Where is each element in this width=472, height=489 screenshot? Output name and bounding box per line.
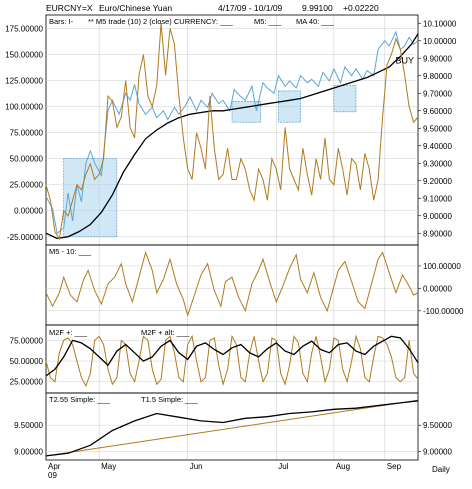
legend-price: Bars: I- ** M5 trade (10) 2 (close) CURRE… <box>49 17 335 26</box>
right-tick-price-7: 9.40000 <box>423 142 452 151</box>
right-tick-m5_10-1: 0.00000 <box>423 284 452 293</box>
symbol-text: EURCNY=X <box>46 3 93 13</box>
price-change: +0.02220 <box>343 3 379 13</box>
right-tick-price-2: 9.90000 <box>423 54 452 63</box>
x-tick-apr: Apr <box>48 462 61 471</box>
legend-m2f-a: M2F +: ___ <box>49 328 88 337</box>
panel-m5_10: 100.00000 0.00000 -100.00000 M5 - 10: ___ <box>45 244 464 326</box>
signal-box-1 <box>231 101 262 123</box>
series-m2f-oscillator <box>45 334 419 388</box>
x-tick-jul: Jul <box>278 462 288 471</box>
date-range: 4/17/09 - 10/1/09 <box>218 3 283 13</box>
x-axis: Apr May Jun Jul Aug Sep 09 Daily <box>48 462 450 480</box>
series-t2-oscillator <box>45 399 419 457</box>
left-tick-price-8: -25.00000 <box>7 233 44 242</box>
series-oscillator <box>45 23 419 241</box>
right-tick-price-3: 9.80000 <box>423 72 452 81</box>
left-tick-m2f-1: 50.00000 <box>10 357 44 366</box>
signal-box-2 <box>278 90 301 123</box>
right-tick-price-5: 9.60000 <box>423 107 452 116</box>
right-tick-price-11: 9.00000 <box>423 212 452 221</box>
left-tick-price-5: 50.00000 <box>10 155 44 164</box>
x-tick-aug: Aug <box>336 462 350 471</box>
left-tick-price-3: 100.00000 <box>5 103 43 112</box>
series-m2f-ma <box>45 335 419 377</box>
panel-t2: 9.50000 9.00000 9.50000 9.00000 T2.55 Simple… <box>14 392 452 461</box>
legend-t2-a: T2.55 Simple: ___ <box>49 395 111 404</box>
buy-annotation: BUY <box>395 56 414 66</box>
series-t2-ma <box>45 400 419 457</box>
right-tick-price-8: 9.30000 <box>423 159 452 168</box>
panel-frame-t2 <box>45 392 419 461</box>
legend-m5: M5: ___ <box>254 17 282 26</box>
panel-m2f: 75.00000 50.00000 25.00000 M2F +: ___ M2F + … <box>10 324 419 394</box>
right-tick-price-12: 8.90000 <box>423 229 452 238</box>
right-tick-price-9: 9.20000 <box>423 177 452 186</box>
right-tick-t2-1: 9.00000 <box>423 448 452 457</box>
x-tick-jun: Jun <box>190 462 203 471</box>
left-tick-price-1: 150.00000 <box>5 50 43 59</box>
last-price: 9.99100 <box>302 3 333 13</box>
right-tick-price-4: 9.70000 <box>423 89 452 98</box>
left-tick-price-6: 25.00000 <box>10 181 44 190</box>
signal-box-3 <box>333 85 357 113</box>
left-tick-m2f-2: 25.00000 <box>10 378 44 387</box>
panel-price: 175.00000 150.00000 125.00000 100.00000 75.0… <box>5 14 457 246</box>
header-bar: EURCNY=X Euro/Chinese Yuan 4/17/09 - 10/… <box>46 3 379 13</box>
legend-m5_10: M5 - 10: ___ <box>49 247 92 256</box>
legend-t2-b: T1.5 Simple: ___ <box>141 395 199 404</box>
x-tick-may: May <box>101 462 116 471</box>
left-tick-t2-0: 9.50000 <box>14 421 43 430</box>
right-tick-m5_10-0: 100.00000 <box>423 262 461 271</box>
x-tick-sep: Sep <box>387 462 402 471</box>
legend-m2f-b: M2F + alt: ___ <box>141 328 190 337</box>
legend-m5-trade: ** M5 trade (10) 2 (close) CURRENCY: ___ <box>88 17 233 26</box>
left-tick-price-7: 0.00000 <box>14 207 43 216</box>
right-tick-m5_10-2: -100.00000 <box>423 307 464 316</box>
series-ma <box>45 33 419 240</box>
x-year-label: 09 <box>48 471 57 480</box>
right-tick-price-10: 9.10000 <box>423 194 452 203</box>
right-tick-price-6: 9.50000 <box>423 124 452 133</box>
panel-frame-m5_10 <box>45 244 419 326</box>
chart-panels: 175.00000 150.00000 125.00000 100.00000 75.0… <box>5 14 464 461</box>
left-tick-price-2: 125.00000 <box>5 77 43 86</box>
right-tick-t2-0: 9.50000 <box>423 421 452 430</box>
series-m5_10-oscillator <box>45 250 419 318</box>
legend-ma: MA 40: ___ <box>296 17 335 26</box>
left-tick-t2-1: 9.00000 <box>14 448 43 457</box>
right-tick-price-1: 10.00000 <box>423 37 457 46</box>
right-tick-price-0: 10.10000 <box>423 19 457 28</box>
left-tick-price-4: 75.00000 <box>10 129 44 138</box>
left-tick-m2f-0: 75.00000 <box>10 336 44 345</box>
legend-bars: Bars: I- <box>49 17 74 26</box>
instrument-name: Euro/Chinese Yuan <box>99 3 172 13</box>
left-tick-price-0: 175.00000 <box>5 24 43 33</box>
period-label: Daily <box>432 465 450 474</box>
